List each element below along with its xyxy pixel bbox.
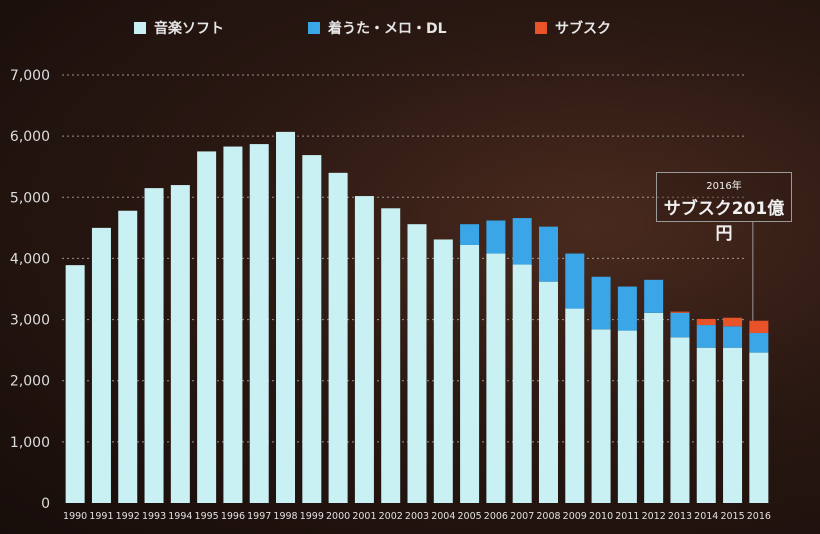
y-tick-label: 7,000 bbox=[10, 68, 50, 84]
gridlines bbox=[62, 74, 745, 443]
bar-2011-series-0 bbox=[617, 330, 637, 503]
legend-item-subscription: サブスク bbox=[535, 18, 611, 38]
x-tick-label: 1995 bbox=[195, 511, 219, 522]
x-tick-label: 2003 bbox=[405, 511, 429, 522]
x-tick-label: 2000 bbox=[326, 511, 350, 522]
x-tick-label: 2009 bbox=[563, 511, 587, 522]
bar-2011-series-1 bbox=[617, 286, 637, 331]
bar-2009-series-0 bbox=[565, 308, 585, 503]
y-tick-label: 0 bbox=[41, 496, 50, 512]
bar-2016-series-1 bbox=[749, 333, 769, 353]
bar-2010-series-0 bbox=[591, 329, 611, 503]
bar-2014-series-2 bbox=[696, 318, 716, 326]
bar-2006-series-0 bbox=[486, 253, 506, 503]
bar-2012-series-0 bbox=[644, 312, 664, 503]
bar-2013-series-2 bbox=[670, 311, 690, 313]
bar-1997-series-0 bbox=[249, 144, 269, 503]
legend-item-download: 着うた・メロ・DL bbox=[308, 18, 447, 38]
bar-2013-series-0 bbox=[670, 337, 690, 503]
bar-2016-series-0 bbox=[749, 352, 769, 503]
x-axis-ticks: 1990 1991 1992 1993 1994 1995 1996 1997 1998 1999… bbox=[63, 511, 771, 522]
x-tick-label: 2002 bbox=[379, 511, 403, 522]
y-tick-label: 4,000 bbox=[10, 251, 50, 267]
bar-1996-series-0 bbox=[223, 146, 243, 503]
x-tick-label: 1996 bbox=[221, 511, 245, 522]
bar-1992-series-0 bbox=[118, 210, 138, 504]
x-tick-label: 2007 bbox=[510, 511, 534, 522]
bar-2014-series-1 bbox=[696, 325, 716, 348]
legend-item-music-software: 音楽ソフト bbox=[134, 18, 224, 38]
x-tick-label: 2011 bbox=[615, 511, 639, 522]
y-axis-ticks: 0 1,000 2,000 3,000 4,000 5,000 6,000 7,000 bbox=[10, 68, 50, 512]
bar-2001-series-0 bbox=[354, 196, 374, 503]
x-tick-label: 1994 bbox=[168, 511, 192, 522]
legend-swatch-subscription bbox=[535, 22, 547, 34]
annotation-box: 2016年 サブスク201億円 bbox=[656, 172, 792, 244]
x-tick-label: 1999 bbox=[300, 511, 324, 522]
x-tick-label: 2012 bbox=[642, 511, 666, 522]
y-tick-label: 1,000 bbox=[10, 435, 50, 451]
x-tick-label: 1992 bbox=[116, 511, 140, 522]
x-tick-label: 2015 bbox=[720, 511, 744, 522]
x-tick-label: 2005 bbox=[457, 511, 481, 522]
legend: 音楽ソフト 着うた・メロ・DL サブスク bbox=[0, 18, 820, 46]
bar-1998-series-0 bbox=[276, 131, 296, 503]
legend-label-download: 着うた・メロ・DL bbox=[328, 21, 447, 37]
bar-2000-series-0 bbox=[328, 172, 348, 504]
legend-swatch-download bbox=[308, 22, 320, 34]
bar-2003-series-0 bbox=[407, 224, 427, 503]
bar-2010-series-1 bbox=[591, 276, 611, 330]
bar-2004-series-0 bbox=[433, 239, 453, 503]
x-tick-label: 2016 bbox=[747, 511, 771, 522]
bar-2012-series-1 bbox=[644, 279, 664, 313]
bar-2009-series-1 bbox=[565, 253, 585, 309]
x-tick-label: 1991 bbox=[89, 511, 113, 522]
bar-2008-series-0 bbox=[538, 281, 558, 503]
bar-1991-series-0 bbox=[91, 227, 111, 503]
x-tick-label: 2008 bbox=[536, 511, 560, 522]
bar-1990-series-0 bbox=[65, 265, 85, 503]
bar-2005-series-0 bbox=[460, 244, 480, 503]
x-tick-label: 2014 bbox=[694, 511, 718, 522]
bar-1993-series-0 bbox=[144, 188, 164, 503]
x-tick-label: 2006 bbox=[484, 511, 508, 522]
x-tick-label: 1990 bbox=[63, 511, 87, 522]
legend-label-music-software: 音楽ソフト bbox=[154, 21, 224, 37]
legend-label-subscription: サブスク bbox=[555, 21, 611, 37]
bar-2007-series-0 bbox=[512, 264, 532, 503]
bars bbox=[65, 131, 769, 504]
bar-2014-series-0 bbox=[696, 347, 716, 503]
x-tick-label: 1997 bbox=[247, 511, 271, 522]
bar-1995-series-0 bbox=[197, 151, 217, 503]
legend-swatch-music-software bbox=[134, 22, 146, 34]
y-tick-label: 3,000 bbox=[10, 313, 50, 329]
x-tick-label: 2001 bbox=[352, 511, 376, 522]
annotation-text: サブスク201億円 bbox=[663, 199, 785, 244]
bar-2002-series-0 bbox=[381, 208, 401, 503]
bar-2006-series-1 bbox=[486, 220, 506, 254]
x-tick-label: 1993 bbox=[142, 511, 166, 522]
bar-2008-series-1 bbox=[538, 226, 558, 282]
x-tick-label: 2013 bbox=[668, 511, 692, 522]
bar-1999-series-0 bbox=[302, 155, 322, 503]
annotation-year: 2016年 bbox=[706, 181, 742, 192]
bar-2015-series-1 bbox=[723, 326, 743, 348]
bar-2015-series-2 bbox=[723, 317, 743, 327]
y-tick-label: 2,000 bbox=[10, 374, 50, 390]
bar-2013-series-1 bbox=[670, 312, 690, 338]
bar-2005-series-1 bbox=[460, 224, 480, 245]
bar-2016-series-2 bbox=[749, 320, 769, 334]
y-tick-label: 5,000 bbox=[10, 190, 50, 206]
bar-2015-series-0 bbox=[723, 347, 743, 503]
x-tick-label: 2004 bbox=[431, 511, 455, 522]
x-tick-label: 2010 bbox=[589, 511, 613, 522]
bar-2007-series-1 bbox=[512, 218, 532, 265]
x-tick-label: 1998 bbox=[273, 511, 297, 522]
y-tick-label: 6,000 bbox=[10, 129, 50, 145]
bar-1994-series-0 bbox=[170, 185, 190, 504]
